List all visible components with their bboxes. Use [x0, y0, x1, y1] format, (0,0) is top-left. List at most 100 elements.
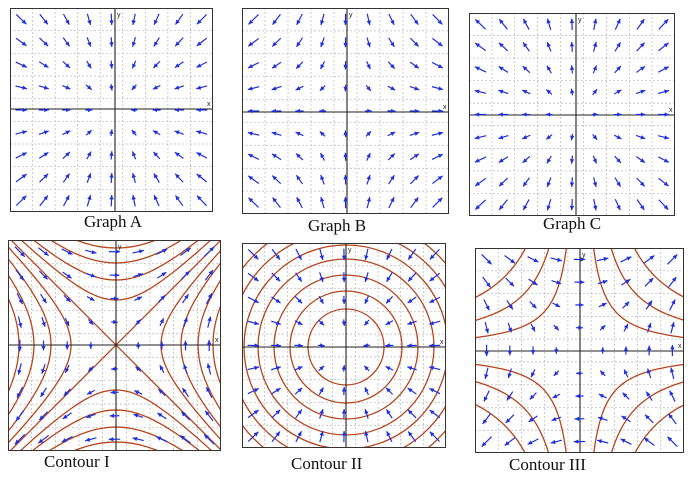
vector-arrow: [389, 175, 395, 184]
vector-arrow: [16, 411, 24, 421]
vector-arrow: [433, 198, 443, 208]
vector-arrow: [16, 270, 24, 280]
vector-arrow: [63, 14, 69, 25]
vector-arrow: [408, 410, 416, 418]
arrow-head: [320, 175, 324, 180]
arrow-head: [531, 350, 535, 355]
vector-arrow: [156, 249, 167, 254]
vector-arrow: [158, 295, 165, 302]
contour-iii-content: xy: [440, 211, 694, 478]
vector-arrow: [498, 90, 508, 94]
vector-arrow: [273, 197, 281, 207]
vector-arrow: [296, 86, 304, 90]
vector-arrow: [547, 156, 551, 163]
vector-arrow: [183, 364, 187, 373]
arrow-head: [603, 280, 608, 284]
vector-arrow: [248, 38, 258, 46]
vector-arrow: [175, 195, 182, 206]
vector-arrow: [366, 61, 370, 69]
vector-arrow: [475, 200, 485, 210]
vector-arrow: [204, 434, 214, 444]
vector-arrow: [296, 132, 304, 136]
arrow-head: [414, 132, 419, 136]
vector-arrow: [647, 369, 651, 378]
vector-arrow: [365, 387, 369, 395]
vector-arrow: [207, 363, 211, 374]
vector-arrow: [637, 200, 644, 210]
graph-c-plot: xy: [469, 13, 675, 216]
vector-arrow: [364, 409, 368, 418]
vector-arrow: [505, 438, 515, 446]
vector-arrow: [644, 438, 654, 446]
arrow-head: [640, 158, 645, 162]
vector-arrow: [87, 195, 91, 206]
arrow-head: [601, 347, 605, 352]
vector-arrow: [475, 19, 485, 29]
graph-a-vectors: [15, 14, 207, 207]
vector-arrow: [364, 249, 368, 260]
vector-arrow: [546, 135, 552, 140]
arrow-head: [522, 112, 527, 116]
vector-arrow: [658, 135, 669, 139]
vector-arrow: [546, 89, 552, 94]
vector-arrow: [408, 273, 416, 281]
vector-arrow: [576, 326, 583, 330]
vector-arrow: [430, 410, 440, 418]
arrow-head: [570, 135, 574, 140]
vector-arrow: [271, 388, 280, 394]
vector-arrow: [570, 156, 574, 164]
vector-arrow: [645, 278, 653, 286]
vector-arrow: [624, 346, 628, 354]
arrow-head: [579, 303, 584, 307]
vector-arrow: [552, 303, 560, 307]
vector-arrow: [388, 86, 395, 90]
vector-arrow: [644, 256, 654, 264]
vector-arrow: [16, 174, 27, 182]
vector-arrow: [531, 369, 535, 377]
vector-arrow: [636, 66, 645, 72]
graph-a-panel: xy: [10, 8, 213, 212]
vector-arrow: [87, 390, 95, 394]
vector-arrow: [671, 322, 675, 333]
arrow-head: [475, 112, 480, 116]
vector-arrow: [134, 297, 142, 301]
vector-arrow: [637, 43, 645, 51]
x-axis-label: x: [443, 104, 447, 111]
arrow-head: [111, 367, 116, 371]
vector-arrow: [109, 14, 113, 25]
vector-arrow: [196, 62, 207, 67]
vector-arrow: [272, 410, 281, 418]
vector-arrow: [40, 38, 49, 46]
vector-arrow: [367, 14, 371, 25]
vector-arrow: [482, 254, 492, 264]
vector-arrow: [87, 297, 95, 301]
vector-arrow: [366, 85, 371, 90]
vector-arrow: [154, 14, 159, 25]
arrow-head: [367, 20, 371, 25]
vector-arrow: [86, 273, 95, 277]
vector-arrow: [40, 195, 48, 205]
arrow-head: [109, 151, 113, 156]
arrow-head: [640, 90, 645, 94]
vector-arrow: [89, 342, 93, 349]
arrow-head: [175, 85, 180, 89]
vector-arrow: [389, 14, 394, 25]
vector-arrow: [407, 321, 416, 325]
contour-i-plot: xy: [8, 240, 221, 451]
vector-arrow: [547, 42, 551, 51]
vector-arrow: [109, 37, 113, 47]
vector-arrow: [658, 90, 669, 94]
graph-a-content: xy: [10, 8, 213, 212]
vector-arrow: [614, 112, 622, 116]
y-axis-label: y: [117, 12, 121, 19]
contour-hyperbola: [620, 391, 694, 478]
vector-arrow: [16, 86, 27, 90]
vector-arrow: [432, 154, 443, 159]
vector-arrow: [475, 157, 486, 162]
vector-arrow: [296, 175, 302, 184]
vector-arrow: [160, 365, 164, 372]
vector-arrow: [271, 297, 280, 303]
arrow-head: [570, 159, 574, 164]
vector-arrow: [86, 130, 92, 135]
vector-arrow: [364, 320, 369, 325]
